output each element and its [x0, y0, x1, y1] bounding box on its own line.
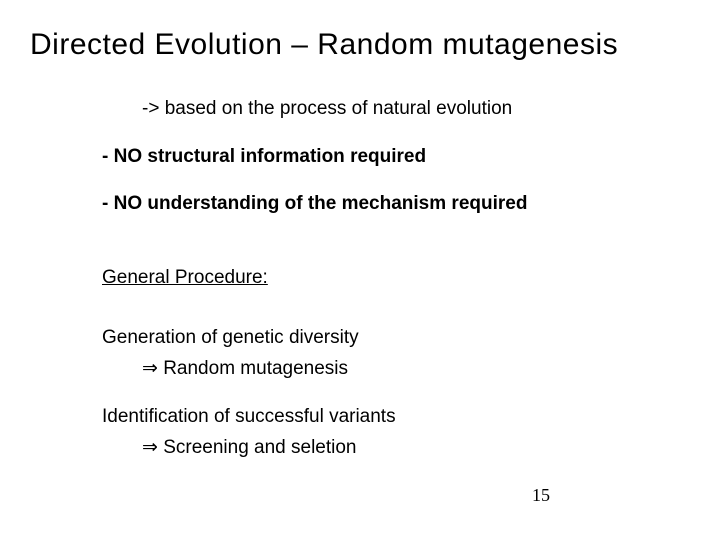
slide-title: Directed Evolution – Random mutagenesis — [30, 28, 680, 62]
step-generation: Generation of genetic diversity — [102, 325, 680, 351]
step-generation-sub: ⇒ Random mutagenesis — [142, 356, 680, 382]
step-identification: Identification of successful variants — [102, 404, 680, 430]
spacer — [102, 175, 680, 191]
bullet-no-structure: - NO structural information required — [102, 144, 680, 170]
step1-sub-text: ⇒ Random mutagenesis — [142, 358, 348, 379]
page-number: 15 — [532, 485, 550, 506]
spacer — [102, 297, 680, 325]
spacer — [102, 388, 680, 404]
spacer — [102, 223, 680, 265]
bullet-no-mechanism: - NO understanding of the mechanism requ… — [102, 191, 680, 217]
step2-sub-text: ⇒ Screening and seletion — [142, 437, 357, 458]
spacer — [102, 128, 680, 144]
intro-line: -> based on the process of natural evolu… — [142, 96, 680, 122]
slide-container: Directed Evolution – Random mutagenesis … — [0, 0, 720, 540]
procedure-heading: General Procedure: — [102, 265, 680, 291]
step-identification-sub: ⇒ Screening and seletion — [142, 435, 680, 461]
slide-body: -> based on the process of natural evolu… — [102, 96, 680, 461]
